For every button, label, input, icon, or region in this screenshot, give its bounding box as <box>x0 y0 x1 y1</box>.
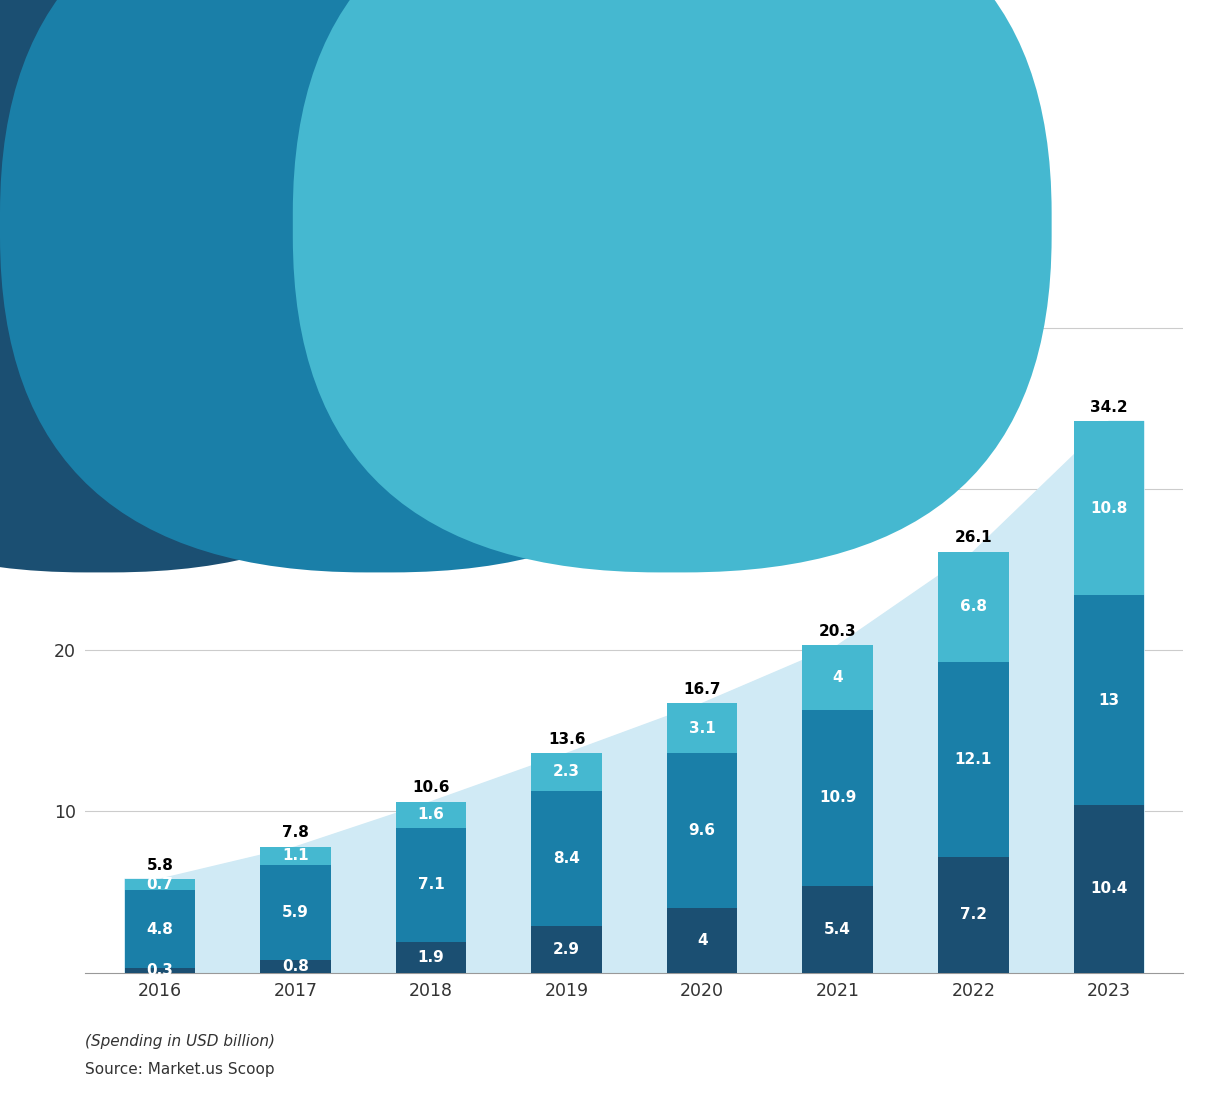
Text: 7.8: 7.8 <box>282 825 309 841</box>
Bar <box>124 879 195 890</box>
Text: Spending in USD billion: Spending in USD billion <box>85 179 289 197</box>
Text: 1.9: 1.9 <box>417 950 444 965</box>
Bar <box>532 926 601 973</box>
Text: 34.2: 34.2 <box>1089 400 1127 415</box>
Bar <box>938 552 1009 662</box>
Bar <box>1074 805 1144 973</box>
Bar <box>938 662 1009 856</box>
Text: 5.4: 5.4 <box>825 921 852 937</box>
Text: 2.9: 2.9 <box>553 941 581 957</box>
Text: 13: 13 <box>1098 693 1120 708</box>
Bar <box>667 703 737 754</box>
Text: 4.8: 4.8 <box>146 921 173 937</box>
Bar <box>395 827 466 942</box>
Text: 0.8: 0.8 <box>282 959 309 974</box>
Text: 9.6: 9.6 <box>688 823 716 838</box>
Text: (Spending in USD billion): (Spending in USD billion) <box>85 1034 276 1049</box>
Bar <box>667 908 737 973</box>
Text: Intelligent process automation: Intelligent process automation <box>400 214 654 231</box>
Bar <box>260 959 331 973</box>
Text: 12.1: 12.1 <box>954 751 992 767</box>
Text: Source: Market.us Scoop: Source: Market.us Scoop <box>85 1062 274 1077</box>
Text: 2.3: 2.3 <box>553 765 581 779</box>
Text: 26.1: 26.1 <box>954 530 992 546</box>
Text: AI business operations: AI business operations <box>693 214 881 231</box>
Text: 16.7: 16.7 <box>683 682 721 697</box>
Text: Intelligent Process Automation (IPA), and AI Business: Intelligent Process Automation (IPA), an… <box>85 84 925 112</box>
Text: 13.6: 13.6 <box>548 732 586 747</box>
Text: 5.8: 5.8 <box>146 858 173 873</box>
Text: 0.7: 0.7 <box>146 878 173 892</box>
Bar <box>124 968 195 973</box>
Bar <box>803 645 874 710</box>
Text: 20.3: 20.3 <box>819 624 856 639</box>
Text: 10.4: 10.4 <box>1091 881 1127 897</box>
Text: 5.9: 5.9 <box>282 904 309 920</box>
Text: 10.6: 10.6 <box>412 780 450 795</box>
Polygon shape <box>124 421 1144 973</box>
Bar <box>395 802 466 827</box>
Bar <box>124 890 195 968</box>
Text: 0.3: 0.3 <box>146 963 173 978</box>
Text: 6.8: 6.8 <box>960 599 987 614</box>
Bar <box>532 754 601 790</box>
Text: 4: 4 <box>832 670 843 685</box>
Text: Operations: Operations <box>85 129 259 157</box>
Bar <box>260 847 331 864</box>
Text: 7.2: 7.2 <box>960 907 987 922</box>
Bar <box>667 754 737 908</box>
Bar <box>1074 421 1144 596</box>
Bar <box>803 710 874 885</box>
Bar <box>395 942 466 973</box>
Text: 10.8: 10.8 <box>1091 501 1127 515</box>
Bar <box>803 885 874 973</box>
Text: Robotic process automation: Robotic process automation <box>120 214 351 231</box>
Bar <box>1074 596 1144 805</box>
Text: Global Spending on Robotic Process Automation (RPA),: Global Spending on Robotic Process Autom… <box>85 39 949 67</box>
Bar <box>938 856 1009 973</box>
Bar <box>532 790 601 926</box>
Text: 3.1: 3.1 <box>689 721 716 736</box>
Text: 1.6: 1.6 <box>417 807 444 822</box>
Bar <box>260 864 331 959</box>
Text: 10.9: 10.9 <box>819 790 856 805</box>
Text: 8.4: 8.4 <box>553 851 579 865</box>
Text: 4: 4 <box>697 932 708 948</box>
Text: 7.1: 7.1 <box>417 878 444 892</box>
Text: 1.1: 1.1 <box>282 849 309 863</box>
